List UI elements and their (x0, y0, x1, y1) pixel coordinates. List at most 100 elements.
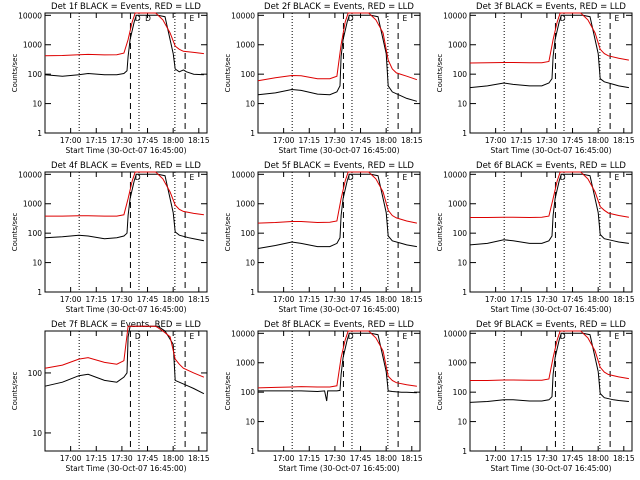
y-tick-label: 100 (453, 388, 468, 397)
y-tick-label: 1 (462, 447, 467, 456)
marker-d: D (560, 14, 566, 23)
marker-d: D (348, 14, 354, 23)
y-tick-label: 100 (241, 70, 256, 79)
plot-frame (44, 171, 208, 293)
x-axis-label: Start Time (30-Oct-07 16:45:00) (65, 464, 186, 473)
x-tick-label: 17:15 (85, 295, 107, 304)
marker-e: E (403, 14, 408, 23)
marker-e: E (615, 173, 620, 182)
x-tick-label: 18:15 (613, 136, 635, 145)
y-tick-label: 10000 (18, 11, 42, 20)
plot-frame (469, 171, 633, 293)
series-events (469, 332, 629, 403)
plot-frame (469, 12, 633, 134)
x-tick-label: 17:15 (510, 295, 532, 304)
marker-e: E (403, 332, 408, 341)
x-tick-label: 17:00 (60, 136, 82, 145)
y-tick-label: 10000 (231, 329, 255, 338)
marker-d: D (135, 332, 141, 341)
panel-det-3: Det 3f BLACK = Events, RED = LLD 17:00 17:… (436, 2, 635, 155)
series-events (44, 173, 205, 242)
y-axis-label: Counts/sec (436, 372, 444, 411)
panel-title: Det 8f BLACK = Events, RED = LLD (264, 320, 414, 330)
x-axis-label: Start Time (30-Oct-07 16:45:00) (65, 305, 186, 314)
x-tick-label: 17:30 (324, 136, 346, 145)
x-tick-label: 17:15 (85, 454, 107, 463)
panel-title: Det 4f BLACK = Events, RED = LLD (51, 161, 201, 171)
x-axis-label: Start Time (30-Oct-07 16:45:00) (278, 305, 399, 314)
y-tick-label: 100 (453, 70, 468, 79)
x-axis-label: Start Time (30-Oct-07 16:45:00) (65, 146, 186, 155)
x-tick-label: 18:00 (375, 454, 397, 463)
series-lld (470, 171, 629, 219)
series-events (469, 14, 629, 89)
marker-e: E (615, 14, 620, 23)
y-tick-label: 1000 (236, 359, 255, 368)
x-tick-label: 18:15 (188, 136, 210, 145)
x-tick-label: 17:45 (562, 295, 584, 304)
x-tick-label: 18:00 (162, 136, 184, 145)
x-tick-label: 17:45 (350, 136, 372, 145)
x-tick-label: 17:45 (137, 295, 159, 304)
plot-frame (257, 171, 421, 293)
marker-e: E (190, 173, 195, 182)
x-tick-label: 17:15 (298, 295, 320, 304)
panel-title: Det 3f BLACK = Events, RED = LLD (476, 2, 626, 12)
x-tick-label: 17:15 (85, 136, 107, 145)
y-tick-label: 10000 (18, 170, 42, 179)
y-tick-label: 10 (32, 100, 42, 109)
marker-e: E (190, 14, 195, 23)
y-tick-label: 1 (250, 129, 255, 138)
x-tick-label: 18:00 (587, 454, 609, 463)
series-events (44, 14, 204, 77)
plot-frame (469, 330, 633, 452)
x-tick-label: 17:00 (485, 136, 507, 145)
series-lld (257, 12, 418, 82)
x-tick-label: 17:45 (137, 454, 159, 463)
x-axis-label: Start Time (30-Oct-07 16:45:00) (490, 305, 611, 314)
y-axis-label: Counts/sec (11, 54, 19, 93)
y-tick-label: 10 (32, 429, 42, 438)
plot-frame (44, 330, 208, 452)
y-tick-label: 1 (37, 129, 42, 138)
panel-title: Det 2f BLACK = Events, RED = LLD (264, 2, 414, 12)
y-axis-label: Counts/sec (224, 372, 232, 411)
marker-d: D (145, 14, 151, 23)
y-tick-label: 1000 (23, 200, 42, 209)
y-axis-label: Counts/sec (224, 54, 232, 93)
x-tick-label: 18:00 (162, 454, 184, 463)
y-axis-label: Counts/sec (224, 213, 232, 252)
y-tick-label: 10000 (443, 11, 467, 20)
series-lld (44, 12, 204, 57)
marker-d: D (348, 173, 354, 182)
panel-title: Det 9f BLACK = Events, RED = LLD (476, 320, 626, 330)
x-tick-label: 17:00 (485, 454, 507, 463)
y-tick-label: 1000 (448, 200, 467, 209)
x-tick-label: 17:30 (536, 295, 558, 304)
x-tick-label: 17:00 (60, 454, 82, 463)
x-tick-label: 17:45 (562, 454, 584, 463)
x-tick-label: 18:00 (162, 295, 184, 304)
x-tick-label: 17:00 (273, 136, 295, 145)
y-tick-label: 1000 (448, 359, 467, 368)
plot-frame (257, 12, 421, 134)
x-tick-label: 18:15 (401, 295, 423, 304)
y-tick-label: 10000 (231, 170, 255, 179)
y-axis-label: Counts/sec (436, 54, 444, 93)
y-axis-label: Counts/sec (11, 213, 19, 252)
panel-det-9: Det 9f BLACK = Events, RED = LLD 17:00 17:… (436, 320, 635, 473)
x-tick-label: 18:15 (188, 295, 210, 304)
x-axis-label: Start Time (30-Oct-07 16:45:00) (278, 146, 399, 155)
y-tick-label: 100 (28, 70, 43, 79)
x-tick-label: 17:15 (510, 136, 532, 145)
x-tick-label: 17:45 (137, 136, 159, 145)
marker-d: D (135, 14, 141, 23)
x-axis-label: Start Time (30-Oct-07 16:45:00) (278, 464, 399, 473)
x-tick-label: 17:30 (324, 454, 346, 463)
y-tick-label: 1 (250, 447, 255, 456)
panel-title: Det 7f BLACK = Events, RED = LLD (51, 320, 201, 330)
series-lld (45, 171, 204, 217)
